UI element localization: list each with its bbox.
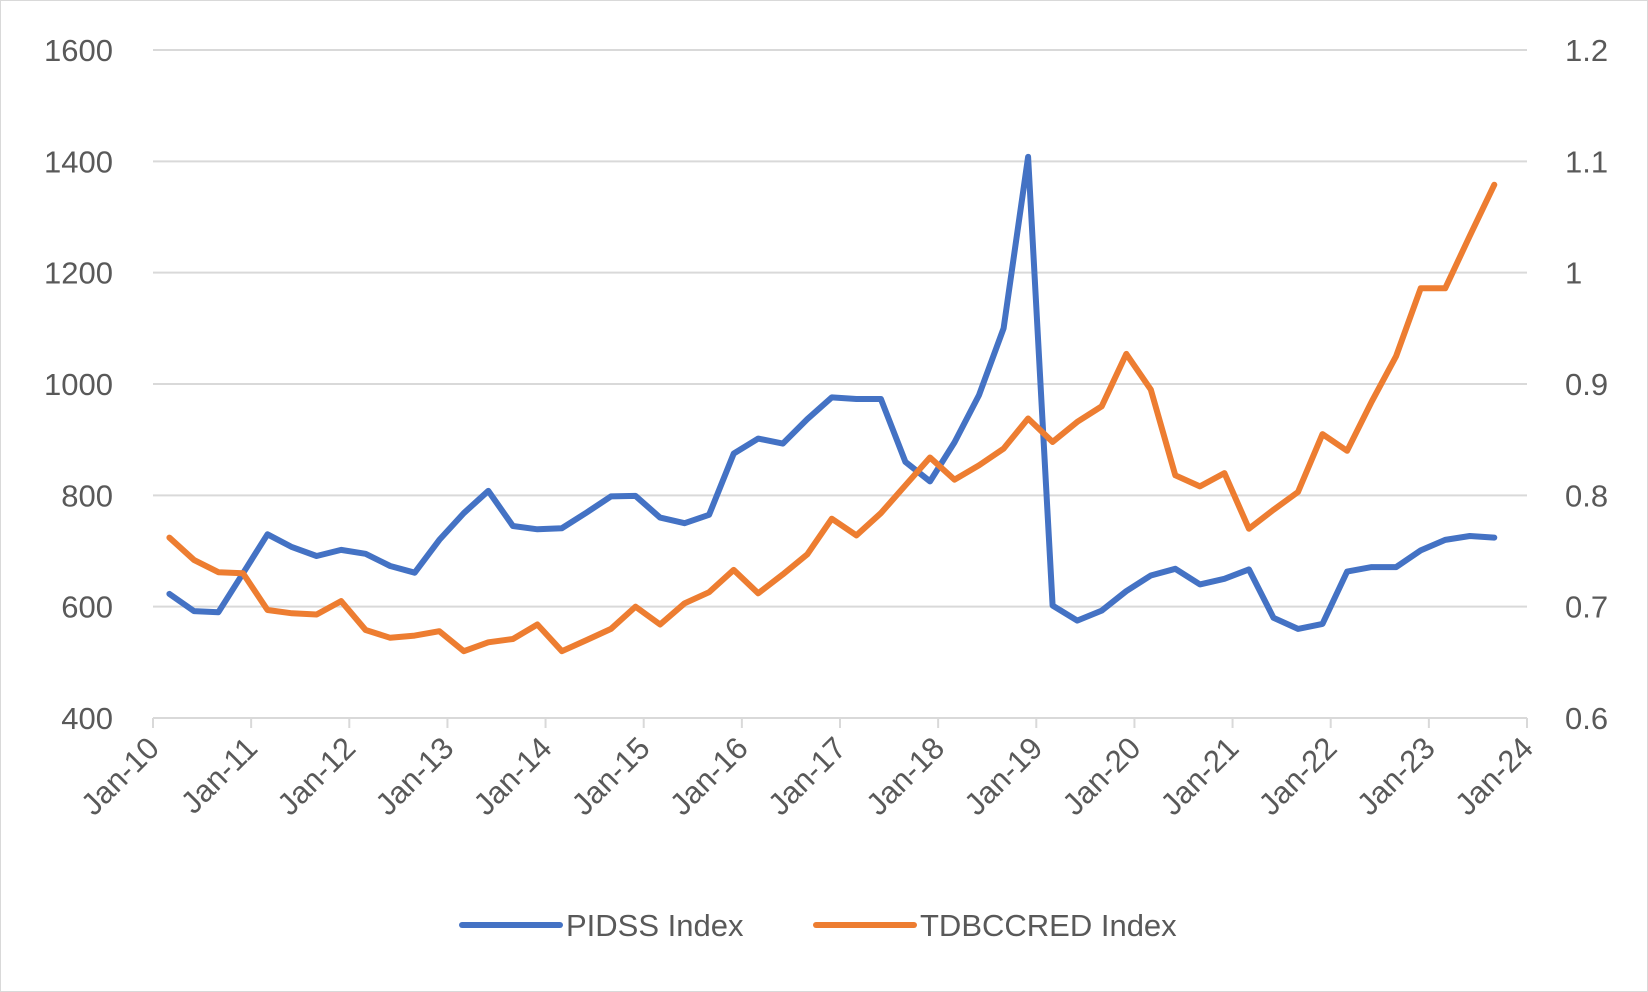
- legend-label: TDBCCRED Index: [920, 908, 1177, 943]
- right-tick-label: 0.8: [1565, 478, 1608, 513]
- x-tick-label: Jan-12: [270, 730, 362, 822]
- left-tick-label: 1200: [44, 256, 113, 291]
- x-tick-label: Jan-14: [467, 730, 559, 822]
- series-lines: [166, 153, 1498, 655]
- x-tick-label: Jan-13: [369, 730, 461, 822]
- x-tick-label: Jan-17: [761, 730, 853, 822]
- x-tick-label: Jan-21: [1154, 730, 1246, 822]
- series-line-tdbccred-index: [166, 181, 1498, 655]
- x-tick-label: Jan-18: [859, 730, 951, 822]
- left-tick-label: 1000: [44, 367, 113, 402]
- left-tick-label: 600: [61, 590, 113, 625]
- x-tick-label: Jan-11: [174, 730, 264, 820]
- right-tick-label: 1.2: [1565, 33, 1608, 68]
- x-tick-label: Jan-16: [663, 730, 755, 822]
- x-axis-tick-labels: Jan-10 Jan-11 Jan-12 Jan-13 Jan-14 Jan-15 Jan-…: [74, 730, 1540, 822]
- right-axis-tick-labels: 0.6 0.7 0.8 0.9 1 1.1 1.2: [1565, 33, 1608, 736]
- x-tick-label: Jan-15: [565, 730, 657, 822]
- left-tick-label: 1600: [44, 33, 113, 68]
- left-tick-label: 800: [61, 478, 113, 513]
- legend: PIDSS Index TDBCCRED Index: [459, 908, 1177, 943]
- left-tick-label: 400: [61, 701, 113, 736]
- right-tick-label: 1.1: [1565, 144, 1608, 179]
- left-tick-label: 1400: [44, 144, 113, 179]
- legend-label: PIDSS Index: [566, 908, 744, 943]
- x-tick-label: Jan-20: [1056, 730, 1148, 822]
- x-tick-label: Jan-19: [957, 730, 1049, 822]
- right-tick-label: 0.9: [1565, 367, 1608, 402]
- axes: [152, 717, 1528, 728]
- right-tick-label: 1: [1565, 256, 1582, 291]
- x-tick-label: Jan-24: [1448, 730, 1540, 822]
- x-tick-label: Jan-23: [1350, 730, 1442, 822]
- left-axis-tick-labels: 400 600 800 1000 1200 1400 1600: [44, 33, 113, 736]
- x-tick-label: Jan-22: [1252, 730, 1344, 822]
- right-tick-label: 0.7: [1565, 590, 1608, 625]
- series-line-pidss-index: [166, 153, 1498, 632]
- x-tick-label: Jan-10: [74, 730, 166, 822]
- right-tick-label: 0.6: [1565, 701, 1608, 736]
